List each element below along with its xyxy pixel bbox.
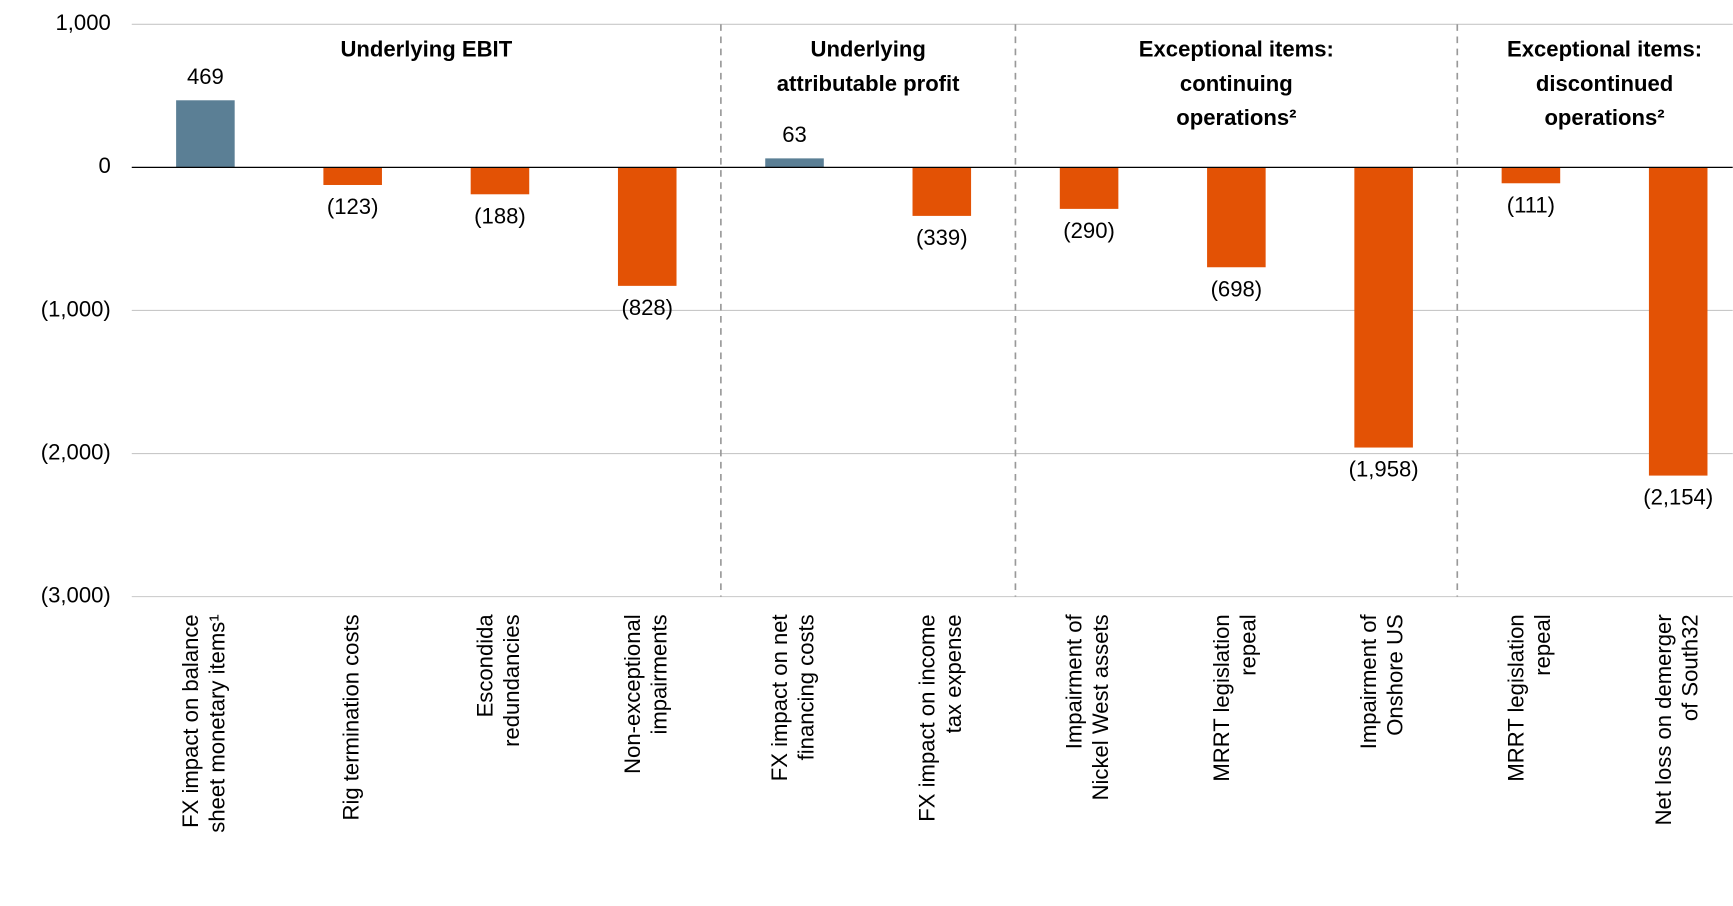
bar	[470, 167, 530, 195]
value-label: (828)	[621, 295, 673, 320]
group-label: operations²	[1544, 105, 1664, 130]
x-tick-label: Onshore US	[1383, 614, 1408, 735]
value-label: 63	[782, 122, 807, 147]
value-label: (1,958)	[1349, 457, 1419, 482]
group-label: Underlying	[811, 37, 926, 62]
group-label: attributable profit	[777, 71, 960, 96]
group-label: Underlying EBIT	[340, 37, 512, 62]
x-tick-label: repeal	[1235, 614, 1260, 675]
x-tick-label: Nickel West assets	[1088, 614, 1113, 800]
value-label: 469	[187, 64, 224, 89]
group-label: Exceptional items:	[1507, 37, 1702, 62]
value-label: (698)	[1211, 276, 1263, 301]
bar	[765, 158, 824, 168]
x-tick-label: Escondida	[473, 614, 498, 718]
value-label: (290)	[1063, 218, 1115, 243]
x-tick-label: Non-exceptional	[620, 614, 645, 774]
value-label: (2,154)	[1643, 485, 1713, 510]
bar	[617, 167, 677, 286]
value-label: (123)	[327, 194, 379, 219]
bar	[1648, 167, 1708, 476]
x-tick-label: FX impact on balance	[178, 614, 203, 828]
bar	[176, 100, 235, 168]
x-tick-label: MRRT legislation	[1209, 614, 1234, 781]
bar	[1059, 167, 1119, 209]
x-tick-label: FX impact on net	[767, 614, 792, 781]
group-label: continuing	[1180, 71, 1293, 96]
bar	[912, 167, 972, 216]
x-tick-label: repeal	[1530, 614, 1555, 675]
x-tick-label: tax expense	[941, 614, 966, 733]
group-label: operations²	[1176, 105, 1296, 130]
bar	[323, 167, 382, 185]
y-tick-label: 1,000	[56, 10, 111, 35]
value-label: (111)	[1507, 192, 1555, 217]
x-tick-label: FX impact on income	[914, 614, 939, 821]
group-label: discontinued	[1536, 71, 1673, 96]
x-tick-label: Net loss on demerger	[1651, 614, 1676, 825]
x-tick-label: sheet monetary items¹	[204, 614, 229, 832]
y-tick-label: 0	[98, 153, 110, 178]
bar	[1354, 167, 1413, 448]
x-tick-label: redundancies	[499, 614, 524, 747]
x-tick-label: Rig termination costs	[339, 614, 364, 820]
bar	[1207, 167, 1266, 268]
x-tick-label: Impairment of	[1356, 613, 1381, 749]
bar	[1501, 167, 1561, 184]
x-tick-label: impairments	[646, 614, 671, 734]
x-tick-label: of South32	[1677, 614, 1702, 721]
x-tick-label: Impairment of	[1062, 613, 1087, 749]
y-tick-label: (2,000)	[41, 439, 111, 464]
group-label: Exceptional items:	[1139, 37, 1334, 62]
y-tick-label: (1,000)	[41, 296, 111, 321]
value-label: (188)	[474, 203, 526, 228]
x-tick-label: financing costs	[794, 614, 819, 760]
value-label: (339)	[916, 225, 968, 250]
x-tick-label: MRRT legislation	[1503, 614, 1528, 781]
y-tick-label: (3,000)	[41, 582, 111, 607]
